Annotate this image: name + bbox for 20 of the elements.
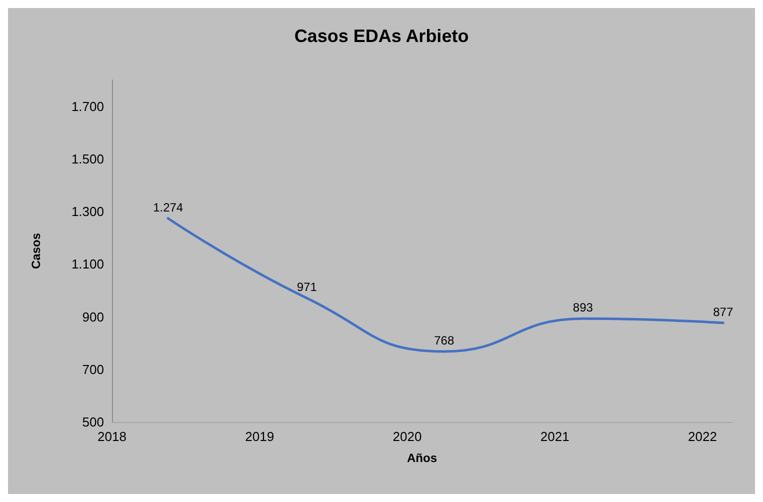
- y-tick-label: 500: [82, 414, 104, 430]
- y-tick-label: 1.500: [71, 151, 104, 166]
- x-tick-label: 2022: [688, 429, 717, 444]
- x-tick-label: 2018: [98, 429, 126, 444]
- data-label: 877: [713, 304, 734, 319]
- y-axis-title: Casos: [29, 232, 43, 270]
- data-label: 768: [434, 333, 454, 348]
- x-axis-title: Años: [407, 451, 438, 465]
- y-tick-label: 900: [82, 309, 104, 324]
- data-label: 893: [572, 300, 594, 315]
- chart-title: Casos EDAs Arbieto: [294, 26, 469, 46]
- x-tick-label: 2020: [392, 429, 422, 444]
- x-tick-label: 2021: [540, 429, 570, 444]
- data-label: 1.274: [153, 200, 184, 214]
- y-tick-label: 1.300: [71, 204, 104, 220]
- y-tick-label: 1.700: [71, 98, 104, 114]
- data-label: 971: [296, 280, 318, 294]
- y-tick-label: 700: [82, 362, 104, 377]
- x-tick-label: 2019: [245, 429, 274, 444]
- y-tick-label: 1.100: [71, 256, 104, 272]
